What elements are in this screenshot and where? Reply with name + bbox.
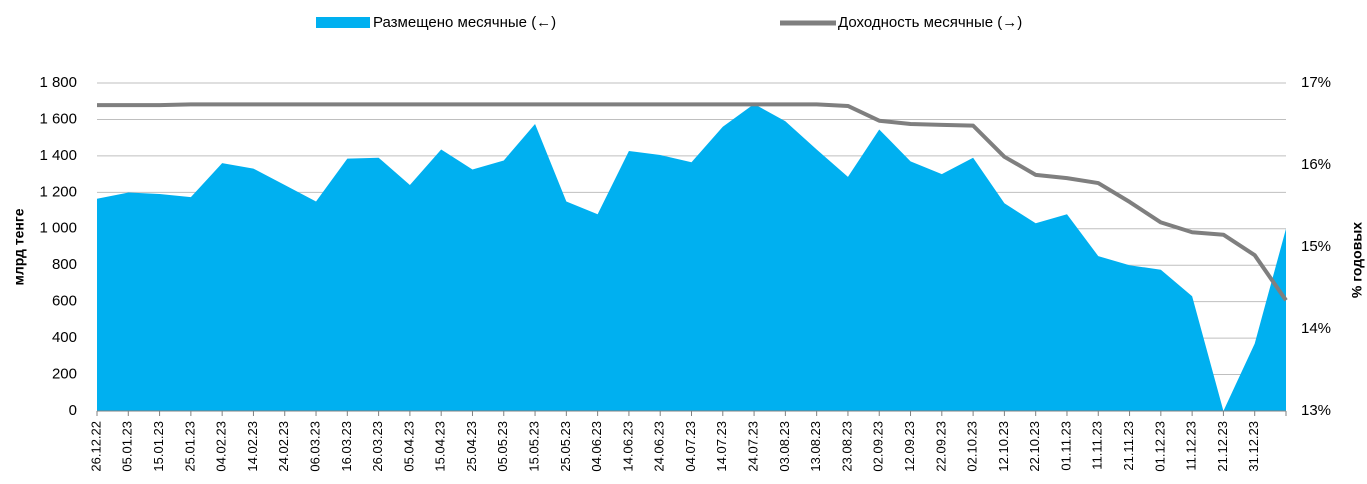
x-tick-label: 23.08.23 [839,421,854,472]
x-tick-label: 26.12.22 [88,421,103,472]
x-tick-label: 31.12.23 [1246,421,1261,472]
x-tick-label: 14.02.23 [245,421,260,472]
y-tick-label: 1 600 [39,110,77,127]
y-axis-title: млрд тенге [11,208,27,285]
x-tick-label: 21.11.23 [1121,421,1136,471]
x-tick-label: 15.04.23 [433,421,448,472]
x-tick-label: 01.11.23 [1058,421,1073,471]
x-tick-label: 06.03.23 [307,421,322,472]
x-tick-label: 04.06.23 [589,421,604,472]
x-tick-label: 05.05.23 [495,421,510,472]
x-tick-label: 12.09.23 [902,421,917,472]
y-tick-label: 600 [52,293,77,310]
x-tick-label: 21.12.23 [1215,421,1230,472]
x-tick-label: 11.11.23 [1090,421,1105,470]
x-tick-label: 13.08.23 [808,421,823,472]
y2-tick-label: 16% [1301,156,1331,173]
x-tick-label: 24.02.23 [276,421,291,472]
x-tick-label: 25.01.23 [182,421,197,472]
y-tick-label: 0 [69,402,77,419]
x-tick-label: 02.10.23 [965,421,980,472]
y-tick-label: 1 000 [39,220,77,237]
x-tick-label: 02.09.23 [871,421,886,472]
y-tick-label: 1 800 [39,74,77,91]
x-tick-label: 04.07.23 [683,421,698,472]
x-tick-label: 14.06.23 [620,421,635,472]
y-tick-label: 1 400 [39,147,77,164]
y2-tick-label: 13% [1301,402,1331,419]
x-tick-label: 24.06.23 [652,421,667,472]
x-tick-label: 05.04.23 [401,421,416,472]
x-tick-label: 24.07.23 [746,421,761,472]
x-tick-label: 03.08.23 [777,421,792,472]
x-tick-label: 15.01.23 [151,421,166,472]
y-tick-label: 400 [52,329,77,346]
x-tick-label: 22.10.23 [1027,421,1042,472]
x-tick-label: 14.07.23 [714,421,729,472]
y2-tick-label: 17% [1301,74,1331,91]
x-tick-label: 12.10.23 [996,421,1011,472]
y-tick-label: 800 [52,256,77,273]
x-tick-label: 25.04.23 [464,421,479,472]
x-tick-label: 22.09.23 [933,421,948,472]
x-tick-label: 05.01.23 [120,421,135,472]
x-tick-label: 16.03.23 [339,421,354,472]
x-tick-label: 04.02.23 [214,421,229,472]
line [97,102,1288,302]
area [97,103,1286,411]
legend-label: Доходность месячные (→) [838,14,1022,31]
y2-axis-title: % годовых [1349,222,1365,298]
y2-tick-label: 14% [1301,320,1331,337]
y2-tick-label: 15% [1301,238,1331,255]
x-tick-label: 01.12.23 [1152,421,1167,472]
x-tick-label: 26.03.23 [370,421,385,472]
y-tick-label: 1 200 [39,183,77,200]
x-tick-label: 15.05.23 [526,421,541,472]
legend-swatch [316,17,370,28]
y-tick-label: 200 [52,366,77,383]
x-tick-label: 25.05.23 [558,421,573,472]
legend-label: Размещено месячные (←) [373,14,556,31]
x-tick-label: 11.12.23 [1184,421,1199,471]
